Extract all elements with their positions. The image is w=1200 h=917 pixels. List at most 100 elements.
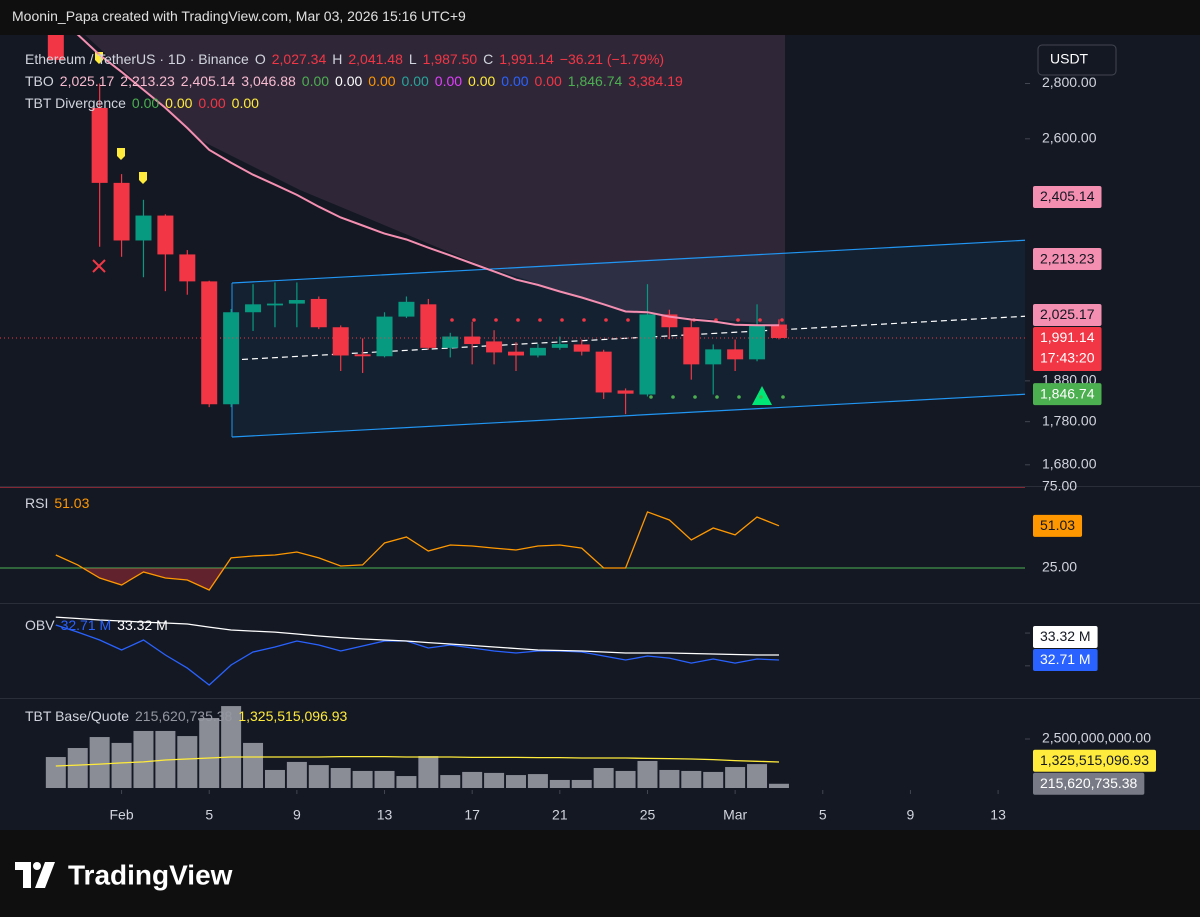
y-tick-label: 75.00 [1042, 478, 1077, 494]
signal-dot [649, 395, 653, 399]
volume-bar [681, 770, 702, 788]
signal-dot [759, 395, 763, 399]
volume-bar [133, 730, 154, 788]
indicator-line [55, 616, 779, 656]
signal-dot [472, 318, 476, 322]
legend-row: Ethereum / TetherUS · 1D · Binance O 2,027… [25, 50, 670, 68]
price-label-box [1033, 383, 1102, 406]
y-tick-label: 2,500,000,000.00 [1042, 730, 1151, 746]
oversold-fill [55, 567, 779, 590]
candle-body [595, 351, 612, 393]
price-label-text: 2,213.23 [1040, 250, 1095, 266]
legend-item: 0.00 [231, 95, 259, 111]
candle-body [442, 336, 459, 348]
legend-item: 0.00 [301, 73, 330, 89]
price-label-box [1033, 248, 1102, 271]
volume-bar [462, 771, 483, 788]
price-label-box [1033, 626, 1098, 649]
channel-lower [231, 393, 1025, 438]
indicator-line [55, 755, 780, 767]
x-tick-label: 13 [990, 807, 1006, 823]
price-label-box [1033, 772, 1145, 795]
legend-item: TBO [25, 73, 54, 89]
x-tick-label: 9 [907, 807, 915, 823]
price-label-text: 2,025.17 [1040, 306, 1095, 322]
x-tick-label: 21 [552, 807, 568, 823]
volume-bar [637, 760, 658, 788]
candle-body [705, 349, 722, 365]
candle-body [464, 336, 481, 345]
signal-dot [450, 318, 454, 322]
price-label-text: 2,405.14 [1040, 188, 1095, 204]
price-label-box [1033, 514, 1083, 537]
credit: Moonin_Papa created with TradingView.com… [12, 8, 466, 24]
volume-bar [243, 742, 264, 788]
x-tick-label: 5 [205, 807, 213, 823]
candle-body [245, 304, 262, 313]
volume-bar [199, 718, 220, 788]
x-tick-label: Feb [110, 807, 134, 823]
channel-midline [231, 315, 1025, 361]
candle-body [135, 215, 152, 241]
candle-body [639, 314, 656, 395]
price-label: 215,620,735.38 [1033, 772, 1145, 795]
legend-item: 1,987.50 [422, 51, 478, 67]
legend-item: 2,041.48 [348, 51, 403, 67]
candle-body [113, 182, 130, 241]
volume-bar [725, 767, 746, 788]
volume-bar [659, 769, 680, 788]
volume-bar [418, 756, 439, 788]
currency-label: USDT [1050, 51, 1089, 67]
legend-item: 0.00 [534, 73, 562, 89]
volume-bar [506, 775, 526, 788]
signal-dot [494, 318, 498, 322]
price-label-text: 32.71 M [1040, 651, 1091, 667]
legend-item: TBT Divergence [25, 95, 126, 111]
indicator-line [55, 511, 780, 591]
signal-dot [560, 318, 564, 322]
price-label-box [1033, 303, 1102, 326]
legend-item: 0.00 [165, 95, 193, 111]
candle-body [486, 341, 503, 353]
candle-body [223, 312, 240, 405]
volume-bar [593, 768, 614, 788]
legend-row: TBT Base/Quote 215,620,735.38 1,325,515,09… [25, 707, 353, 725]
legend-item: OBV [25, 617, 55, 633]
candle-body [573, 344, 590, 352]
price-label-text: 215,620,735.38 [1040, 775, 1138, 791]
volume-bar [352, 770, 373, 788]
volume-bar [527, 774, 548, 788]
volume-bar [177, 736, 198, 788]
volume-bar [703, 771, 724, 788]
volume-bar [747, 764, 768, 788]
x-tick-label: Mar [723, 807, 747, 823]
price-label: 2,025.17 [1033, 303, 1102, 326]
volume-bar [374, 770, 395, 788]
price-label: 33.32 M [1033, 626, 1098, 649]
legend-item: 0.00 [434, 73, 463, 89]
price-label: 2,213.23 [1033, 248, 1102, 271]
currency-button[interactable] [1037, 44, 1117, 76]
logo-part [15, 862, 31, 888]
legend-item: Ethereum / TetherUS · 1D · Binance [25, 51, 249, 67]
legend-row: OBV 32.71 M 33.32 M [25, 616, 174, 634]
price-decor [85, 35, 1025, 438]
candle-body [529, 347, 546, 356]
legend-item: 1,846.74 [567, 73, 623, 89]
legend-item: 0.00 [401, 73, 429, 89]
price-label-text: 1,846.74 [1040, 385, 1095, 401]
price-label-box [1033, 326, 1102, 371]
price-label: 2,405.14 [1033, 185, 1102, 208]
signal-dot [737, 395, 741, 399]
signal-dot [781, 395, 785, 399]
candle-body [47, 35, 64, 60]
volume-bar [286, 761, 307, 788]
y-tick-label: 1,780.00 [1042, 412, 1097, 428]
volume-bar [221, 706, 242, 788]
buy-marker [752, 386, 772, 405]
legend-item: 3,384.19 [628, 73, 683, 89]
legend-item: 1,325,515,096.93 [238, 708, 348, 724]
volume-bar [264, 769, 285, 788]
